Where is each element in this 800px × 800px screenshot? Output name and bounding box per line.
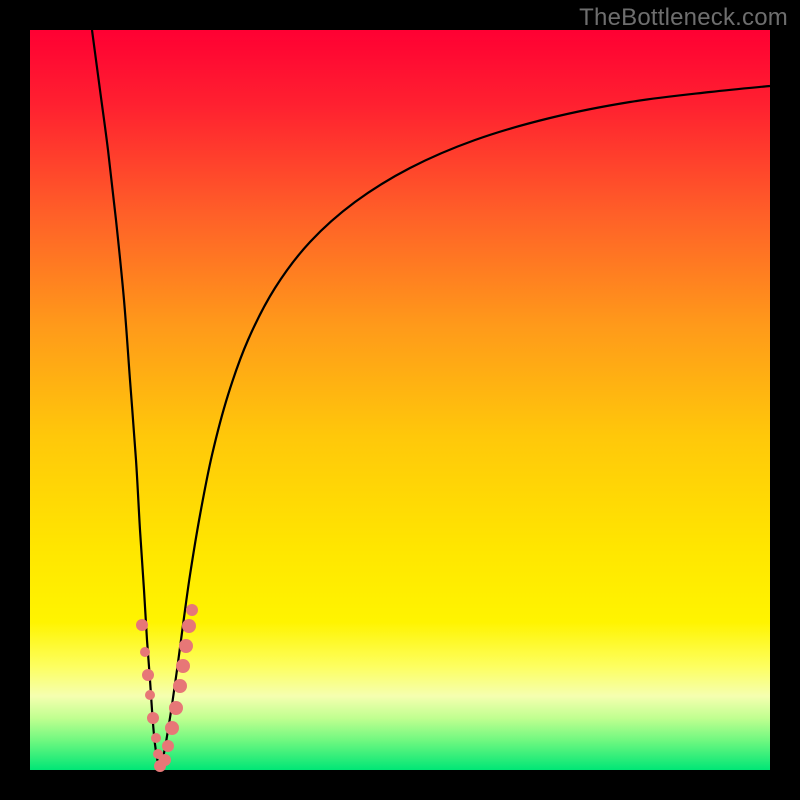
chart-container: TheBottleneck.com — [0, 0, 800, 800]
marker-left-2 — [142, 669, 154, 681]
marker-right-8 — [186, 604, 198, 616]
marker-right-3 — [169, 701, 183, 715]
marker-right-5 — [176, 659, 190, 673]
plot-background — [30, 30, 770, 770]
marker-left-4 — [147, 712, 159, 724]
marker-right-7 — [182, 619, 196, 633]
marker-left-0 — [136, 619, 148, 631]
watermark-text: TheBottleneck.com — [579, 4, 788, 32]
marker-right-6 — [179, 639, 193, 653]
marker-left-3 — [145, 690, 155, 700]
marker-left-5 — [151, 733, 161, 743]
marker-right-2 — [165, 721, 179, 735]
marker-right-1 — [162, 740, 174, 752]
marker-right-0 — [159, 754, 171, 766]
marker-left-1 — [140, 647, 150, 657]
bottleneck-chart — [0, 0, 800, 800]
marker-right-4 — [173, 679, 187, 693]
